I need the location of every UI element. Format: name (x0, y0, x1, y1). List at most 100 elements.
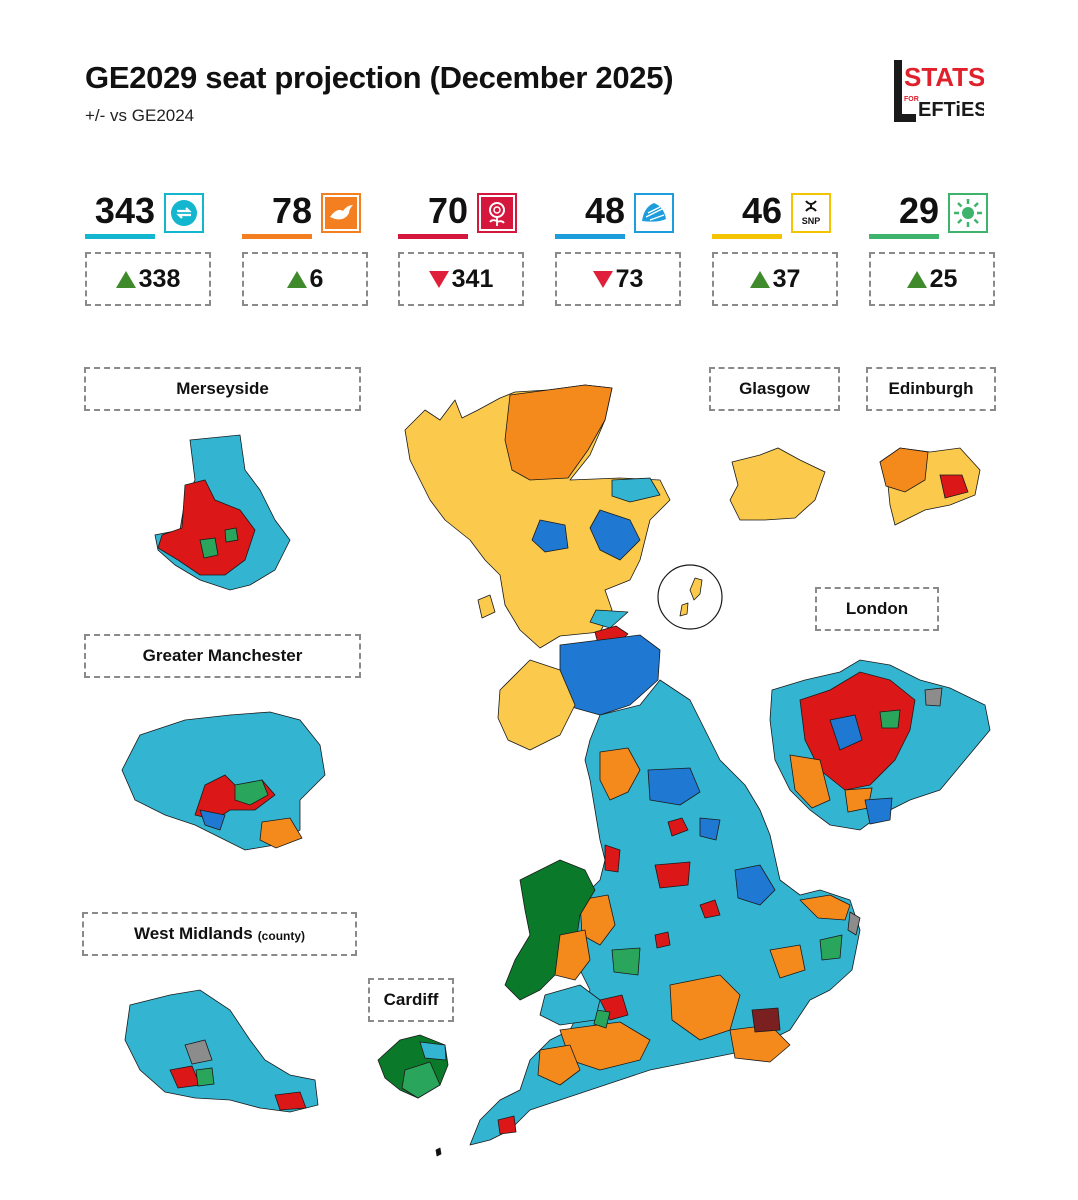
map-region-shropshire-libdem (579, 894, 616, 946)
increase-arrow-icon (286, 270, 307, 288)
inset-gm-libdem (259, 817, 303, 849)
map-region-highland-libdem (504, 384, 613, 481)
map-region-norfolk-other (847, 911, 861, 936)
map-region-wales-south (539, 984, 601, 1026)
inset-label-west-midlands-text: West Midlands (133, 924, 253, 943)
seat-change-value: 338 (138, 264, 181, 293)
decrease-arrow-icon (428, 270, 449, 288)
green-globe-icon (948, 193, 988, 233)
seat-count: 70 (427, 190, 468, 231)
map-region-london-metro (751, 1007, 781, 1033)
seat-count: 78 (271, 190, 312, 231)
map-region-dumfries-snp (497, 659, 576, 751)
seat-count: 343 (94, 190, 155, 231)
map-region-shetland-snp (679, 577, 703, 617)
map-region-lincs-con (734, 864, 776, 906)
party-tally-labour: 70 341 (398, 190, 526, 310)
map-region-wales-libdem (554, 929, 591, 981)
inset-merseyside-green-2 (224, 527, 239, 543)
seat-change-value: 37 (772, 264, 801, 293)
map-region-scotland-north (404, 384, 671, 649)
party-color-bar (555, 234, 625, 239)
inset-label-west-midlands: West Midlands (county) (82, 912, 357, 956)
seat-change-value: 25 (929, 264, 958, 293)
inset-label-merseyside: Merseyside (84, 367, 361, 411)
map-region-arran-snp (477, 594, 496, 619)
map-region-yorks-lab (667, 817, 689, 837)
map-region-notts-lab (699, 899, 721, 919)
inset-label-cardiff: Cardiff (368, 978, 454, 1022)
inset-wm-labour-2 (274, 1091, 307, 1111)
inset-london-green (879, 709, 901, 729)
inset-map-glasgow (729, 447, 826, 521)
inset-map-west-midlands (124, 989, 319, 1113)
party-color-bar (712, 234, 782, 239)
logo-stats-text: STATS (904, 62, 984, 92)
map-region-wales-plaid (504, 859, 596, 1001)
rose-icon (477, 193, 517, 233)
map-region-north-yorks-con (647, 767, 701, 806)
seat-change-value: 341 (451, 264, 494, 293)
page-title: GE2029 seat projection (December 2025) (85, 60, 674, 95)
seat-change-box: 73 (555, 252, 681, 306)
inset-cardiff-green (401, 1061, 441, 1099)
party-tally-reform: 343 338 (85, 190, 213, 310)
map-region-somerset-libdem (537, 1044, 581, 1086)
inset-gm-green (234, 779, 269, 806)
tree-icon (634, 193, 674, 233)
inset-wm-green (195, 1067, 215, 1087)
inset-gm-con (199, 809, 226, 831)
map-region-cambs-libdem (769, 944, 806, 979)
seat-change-box: 341 (398, 252, 524, 306)
inset-london-con-2 (864, 797, 893, 825)
map-region-perth-con (531, 519, 569, 553)
inset-label-edinburgh: Edinburgh (866, 367, 996, 411)
party-tally-conservative: 48 73 (555, 190, 683, 310)
map-region-norfolk-green (819, 934, 843, 961)
party-color-bar (242, 234, 312, 239)
party-color-bar (398, 234, 468, 239)
seat-change-value: 6 (309, 264, 324, 293)
inset-label-west-midlands-note: (county) (257, 928, 306, 943)
inset-merseyside-labour (157, 479, 256, 576)
logo-for-text: FOR (904, 96, 919, 103)
map-region-scilly (435, 1147, 442, 1157)
map-region-cornwall-lab (497, 1115, 517, 1135)
inset-london-libdem (789, 754, 831, 809)
inset-edinburgh-libdem (879, 447, 929, 493)
map-region-norfolk-libdem (799, 894, 851, 921)
seat-count: 48 (584, 190, 625, 231)
stats-for-lefties-logo: STATS FOR EFTiES (894, 60, 984, 122)
map-region-moray-reform (611, 477, 661, 503)
map-region-hereford-green (611, 947, 641, 976)
increase-arrow-icon (749, 270, 770, 288)
seat-change-box: 6 (242, 252, 368, 306)
map-region-midlands-lab (654, 931, 671, 949)
decrease-arrow-icon (592, 270, 613, 288)
inset-edinburgh-labour (939, 474, 969, 499)
inset-london-other (924, 687, 943, 707)
map-region-sheffield-lab (654, 861, 691, 889)
page-subtitle: +/- vs GE2024 (85, 106, 195, 125)
inset-label-london: London (815, 587, 939, 631)
inset-label-glasgow: Glasgow (709, 367, 840, 411)
party-color-bar (85, 234, 155, 239)
snp-emblem-text: SNP (802, 216, 821, 226)
party-tally-libdem: 78 6 (242, 190, 370, 310)
party-color-bar (869, 234, 939, 239)
map-region-aberdeenshire-con (589, 509, 641, 561)
logo-lefties-text: EFTiES (918, 99, 984, 121)
increase-arrow-icon (115, 270, 136, 288)
seat-count: 29 (898, 190, 939, 231)
map-region-leeds-con (699, 817, 721, 841)
shetland-inset-circle (657, 564, 723, 630)
seat-change-box: 25 (869, 252, 995, 306)
map-region-cumbria-libdem (599, 747, 641, 801)
bird-icon (321, 193, 361, 233)
inset-merseyside-green (199, 537, 219, 559)
inset-label-greater-manchester: Greater Manchester (84, 634, 361, 678)
inset-cardiff-reform (419, 1041, 447, 1061)
party-tally-snp: 46 SNP 37 (712, 190, 840, 310)
inset-london-con (829, 714, 863, 751)
